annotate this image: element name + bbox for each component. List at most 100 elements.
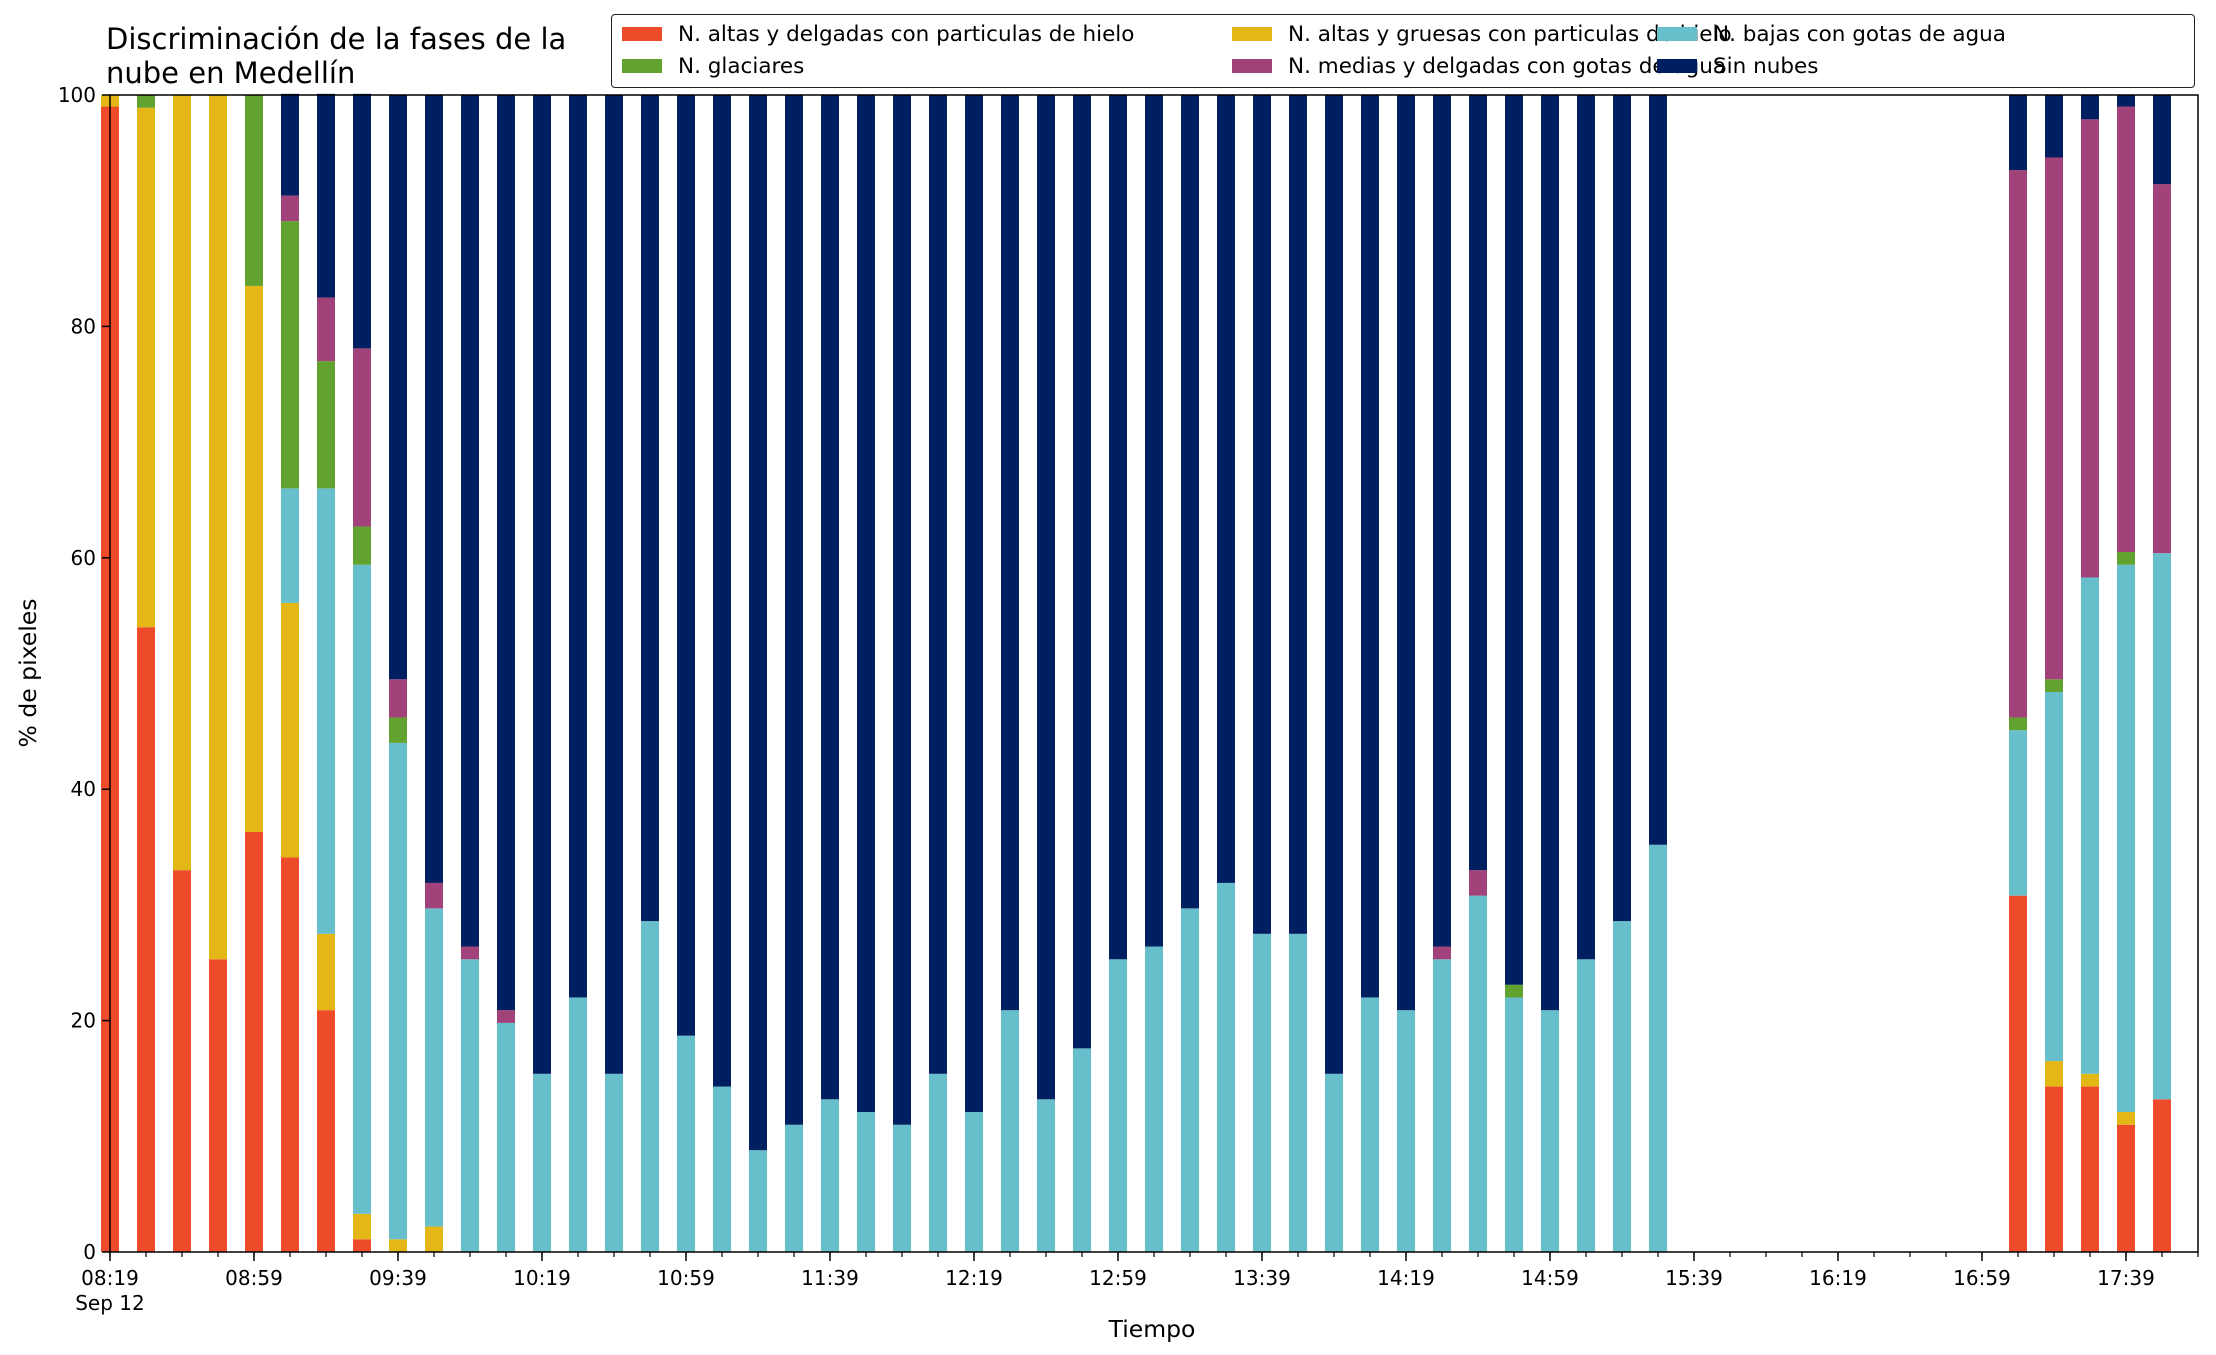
bar-segment-s2-1209 xyxy=(929,1073,947,1252)
bar-segment-s2-1229 xyxy=(1001,1010,1019,1252)
bar-segment-s2-1329 xyxy=(1217,882,1235,1252)
bar-segment-s5-1529 xyxy=(1649,95,1667,845)
bar-segment-s0-0829 xyxy=(137,627,155,1252)
bar-segment-s5-1449 xyxy=(1505,95,1523,985)
bar-segment-s1-0849 xyxy=(209,95,227,960)
bar-segment-s0-0859 xyxy=(245,832,263,1252)
chart-title-line-2: nube en Medellín xyxy=(106,56,356,90)
bar-segment-s5-1059 xyxy=(677,95,695,1036)
bar-segment-s2-1029 xyxy=(569,997,587,1252)
bar-segment-s1-0829 xyxy=(137,107,155,628)
x-tick-label: 10:59 xyxy=(657,1266,715,1290)
chart-title: Discriminación de la fases de la nube en… xyxy=(106,22,566,90)
y-tick-label: 100 xyxy=(58,83,96,107)
bar-segment-s2-1509 xyxy=(1577,959,1595,1252)
legend-item: Sin nubes xyxy=(1657,49,1818,83)
bar-segment-s2-1529 xyxy=(1649,844,1667,1252)
y-tick-label: 80 xyxy=(71,314,96,338)
x-tick-label: 14:59 xyxy=(1521,1266,1579,1290)
y-tick-label: 20 xyxy=(71,1009,96,1033)
legend-swatch xyxy=(622,27,662,41)
bar-segment-s3-0929 xyxy=(353,526,371,565)
bar-segment-s1-1729 xyxy=(2081,1073,2099,1087)
bar-segment-s5-1149 xyxy=(857,95,875,1112)
bar-segment-s2-1139 xyxy=(821,1099,839,1252)
bar-segment-s5-1129 xyxy=(785,95,803,1125)
bar-segment-s5-1709 xyxy=(2009,95,2027,171)
bar-segment-s5-1239 xyxy=(1037,95,1055,1100)
bar-segment-s5-1739 xyxy=(2117,95,2135,107)
bar-segment-s4-1439 xyxy=(1469,870,1487,896)
bar-segment-s4-1749 xyxy=(2153,184,2171,554)
bar-segment-s4-1729 xyxy=(2081,119,2099,578)
bar-segment-s3-0919 xyxy=(317,361,335,489)
bar-segment-s2-0909 xyxy=(281,488,299,603)
x-tick-label: 12:59 xyxy=(1089,1266,1147,1290)
bar-segment-s1-0909 xyxy=(281,602,299,858)
legend-item: N. glaciares xyxy=(622,49,804,83)
bar-segment-s1-0839 xyxy=(173,95,191,871)
x-tick-label: 12:19 xyxy=(945,1266,1003,1290)
legend-label: N. medias y delgadas con gotas de agua xyxy=(1288,53,1727,79)
bar-segment-s5-1319 xyxy=(1181,95,1199,909)
bar-segment-s3-1709 xyxy=(2009,717,2027,731)
bar-segment-s1-0929 xyxy=(353,1213,371,1240)
legend-swatch xyxy=(1232,27,1272,41)
x-tick-label: 14:19 xyxy=(1377,1266,1435,1290)
bar-segment-s2-1729 xyxy=(2081,577,2099,1074)
bar-segment-s0-1729 xyxy=(2081,1086,2099,1252)
bar-segment-s2-0929 xyxy=(353,564,371,1214)
bar-segment-s2-1259 xyxy=(1109,959,1127,1252)
bar-segment-s2-1149 xyxy=(857,1112,875,1252)
legend-item: N. altas y delgadas con particulas de hi… xyxy=(622,17,1134,51)
bar-segment-s3-0909 xyxy=(281,221,299,489)
bar-segment-s5-1439 xyxy=(1469,95,1487,871)
bar-segment-s4-1719 xyxy=(2045,157,2063,680)
bar-segment-s5-1219 xyxy=(965,95,983,1112)
x-tick-label: 08:59 xyxy=(225,1266,283,1290)
bar-segment-s5-1209 xyxy=(929,95,947,1074)
bar-segment-s5-1119 xyxy=(749,95,767,1151)
bar-segment-s1-1719 xyxy=(2045,1061,2063,1087)
bar-segment-s2-1249 xyxy=(1073,1048,1091,1252)
x-tick-label: 15:39 xyxy=(1665,1266,1723,1290)
bar-segment-s0-0919 xyxy=(317,1010,335,1252)
bar-segment-s2-1019 xyxy=(533,1073,551,1252)
bar-segment-s4-0929 xyxy=(353,348,371,527)
bar-segment-s1-0919 xyxy=(317,933,335,1011)
bar-segment-s5-1049 xyxy=(641,95,659,922)
bar-segment-s3-1739 xyxy=(2117,552,2135,565)
bar-segment-s2-1409 xyxy=(1361,997,1379,1252)
bar-segment-s5-1459 xyxy=(1541,95,1559,1011)
bar-segment-s1-1739 xyxy=(2117,1112,2135,1125)
bar-segment-s3-1449 xyxy=(1505,984,1523,998)
y-axis-label: % de pixeles xyxy=(14,599,42,748)
bar-segment-s5-1419 xyxy=(1397,95,1415,1011)
bar-segment-s2-1159 xyxy=(893,1124,911,1252)
bar-segment-s2-1439 xyxy=(1469,895,1487,1252)
x-tick-label: 11:39 xyxy=(801,1266,859,1290)
bar-segment-s2-0919 xyxy=(317,488,335,934)
bar-segment-s4-1739 xyxy=(2117,106,2135,553)
bar-segment-s2-1739 xyxy=(2117,564,2135,1112)
bar-segment-s2-1359 xyxy=(1325,1073,1343,1252)
bar-segment-s1-0939 xyxy=(389,1239,407,1252)
bar-segment-s2-1519 xyxy=(1613,921,1631,1252)
bar-segment-s5-1019 xyxy=(533,95,551,1074)
legend-swatch xyxy=(622,59,662,73)
bar-segment-s5-1249 xyxy=(1073,95,1091,1049)
bar-segment-s5-1109 xyxy=(713,95,731,1087)
bar-segment-s5-0949 xyxy=(425,95,443,883)
chart-legend: N. altas y delgadas con particulas de hi… xyxy=(611,14,2195,88)
bar-segment-s5-1749 xyxy=(2153,95,2171,185)
bar-segment-s2-1039 xyxy=(605,1073,623,1252)
bar-segment-s4-0959 xyxy=(461,946,479,960)
bar-segment-s2-1109 xyxy=(713,1086,731,1252)
bar-segment-s2-1749 xyxy=(2153,553,2171,1100)
bar-segment-s5-1159 xyxy=(893,95,911,1125)
bar-segment-s4-0949 xyxy=(425,882,443,909)
bar-segment-s5-0939 xyxy=(389,95,407,680)
bar-segment-s2-1129 xyxy=(785,1124,803,1252)
